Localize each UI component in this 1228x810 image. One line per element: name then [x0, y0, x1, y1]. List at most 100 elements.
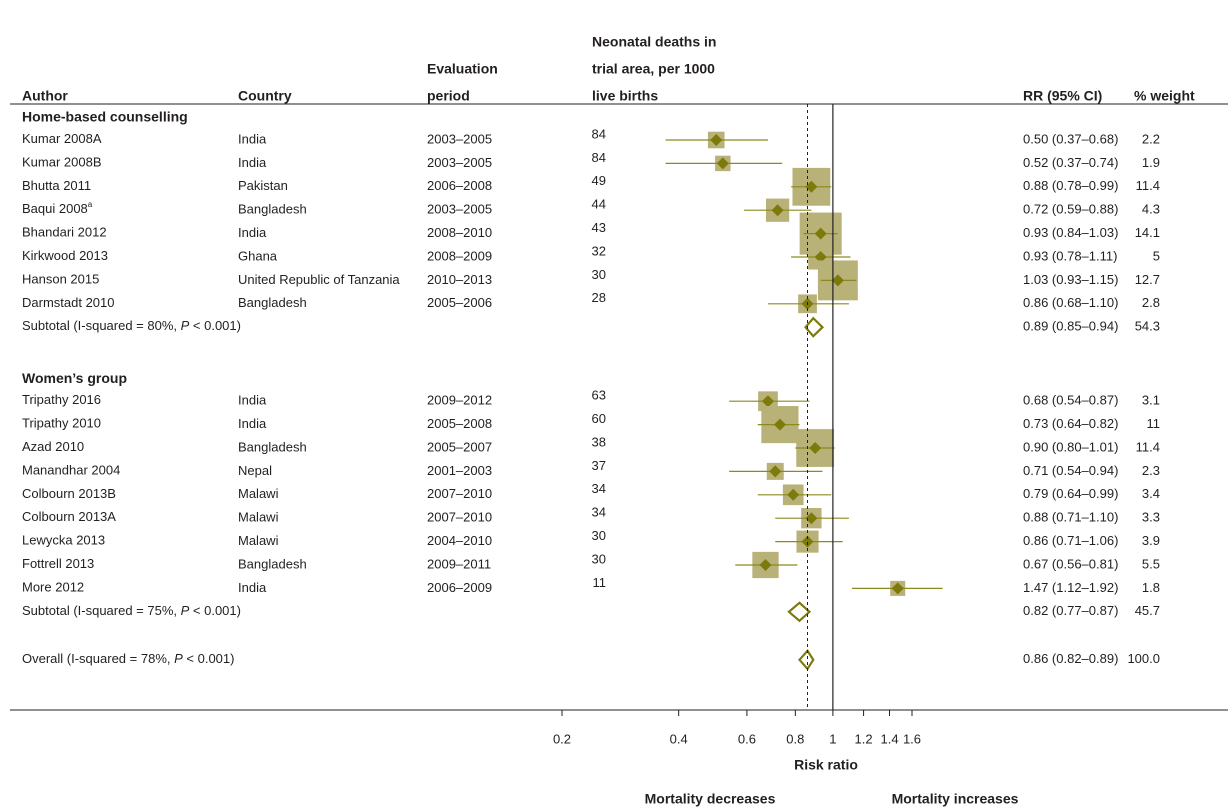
summary-label-part: P [181, 603, 190, 618]
summary-label: Subtotal (I-squared = 75%, P < 0.001) [22, 603, 241, 618]
period: 2005–2006 [427, 295, 492, 310]
author: Tripathy 2016 [22, 393, 101, 408]
x-tick-label: 1 [829, 731, 836, 746]
ci-label: 0.82 (0.77–0.87) [1023, 603, 1118, 618]
point-estimate [891, 582, 904, 595]
author: Kirkwood 2013 [22, 248, 108, 263]
period: 2006–2008 [427, 178, 492, 193]
point-estimate [809, 442, 822, 454]
author-name: Fottrell 2013 [22, 556, 94, 571]
summary-label-part: P [181, 319, 190, 334]
weight-label: 3.3 [1142, 510, 1160, 525]
country: India [238, 393, 267, 408]
point-estimate [759, 559, 772, 571]
period: 2008–2010 [427, 225, 492, 240]
author: Bhandari 2012 [22, 225, 107, 240]
author-name: Bhutta 2011 [22, 178, 91, 193]
author-name: Bhandari 2012 [22, 225, 107, 240]
author-name: Lewycka 2013 [22, 533, 105, 548]
deaths: 30 [592, 551, 606, 566]
ci-label: 0.50 (0.37–0.68) [1023, 131, 1118, 146]
point-estimate [814, 227, 827, 240]
summary-label-part: < 0.001) [189, 603, 241, 618]
deaths: 60 [592, 411, 606, 426]
weight-label: 11 [1147, 416, 1161, 431]
deaths: 34 [592, 505, 606, 520]
deaths: 30 [592, 267, 606, 282]
country: Bangladesh [238, 202, 307, 217]
column-header: trial area, per 1000 [592, 61, 715, 77]
ci-label: 0.86 (0.71–1.06) [1023, 533, 1118, 548]
weight-label: 14.1 [1135, 225, 1160, 240]
author: Baqui 2008a [22, 200, 93, 216]
group-title: Home-based counselling [22, 109, 188, 125]
country: United Republic of Tanzania [238, 272, 400, 287]
country: Malawi [238, 533, 279, 548]
author-name: More 2012 [22, 580, 84, 595]
point-estimate [761, 395, 774, 408]
country: Malawi [238, 510, 279, 525]
column-header: period [427, 88, 470, 104]
column-header: Author [22, 88, 68, 104]
ci-label: 0.79 (0.64–0.99) [1023, 486, 1118, 501]
author-name: Hanson 2015 [22, 272, 99, 287]
country: Nepal [238, 463, 272, 478]
point-estimate [814, 251, 827, 263]
country: India [238, 131, 267, 146]
weight-label: 3.4 [1142, 486, 1160, 501]
deaths: 32 [592, 243, 606, 258]
weight-label: 54.3 [1135, 319, 1160, 334]
author: Darmstadt 2010 [22, 295, 115, 310]
summary-label-part: Subtotal (I-squared = 80%, [22, 319, 181, 334]
annotation: Mortality decreases [645, 791, 776, 807]
author: Hanson 2015 [22, 272, 99, 287]
ci-label: 0.68 (0.54–0.87) [1023, 393, 1118, 408]
author-name: Azad 2010 [22, 439, 84, 454]
author: Kumar 2008A [22, 131, 102, 146]
period: 2001–2003 [427, 463, 492, 478]
column-header: Neonatal deaths in [592, 34, 716, 50]
weight-label: 4.3 [1142, 202, 1160, 217]
author: Fottrell 2013 [22, 556, 94, 571]
country: India [238, 416, 267, 431]
column-header: Country [238, 88, 292, 104]
author-name: Tripathy 2010 [22, 416, 101, 431]
deaths: 63 [592, 388, 606, 403]
ci-label: 0.86 (0.82–0.89) [1023, 651, 1118, 666]
author: Tripathy 2010 [22, 416, 101, 431]
ci-label: 0.88 (0.71–1.10) [1023, 510, 1118, 525]
ci-label: 0.93 (0.78–1.11) [1023, 248, 1117, 263]
summary-label: Subtotal (I-squared = 80%, P < 0.001) [22, 319, 241, 334]
weight-label: 2.3 [1142, 463, 1160, 478]
x-tick-label: 1.4 [880, 731, 898, 746]
x-tick-label: 0.2 [553, 731, 571, 746]
country: Bangladesh [238, 556, 307, 571]
column-header: Evaluation [427, 61, 498, 77]
weight-label: 5 [1153, 248, 1160, 263]
weight-label: 11.4 [1136, 178, 1160, 193]
author-name: Colbourn 2013A [22, 510, 116, 525]
author: Kumar 2008B [22, 155, 102, 170]
author-name: Darmstadt 2010 [22, 295, 115, 310]
weight-label: 1.8 [1142, 580, 1160, 595]
author: Lewycka 2013 [22, 533, 105, 548]
deaths: 38 [592, 434, 606, 449]
author: More 2012 [22, 580, 84, 595]
country: India [238, 155, 267, 170]
period: 2003–2005 [427, 131, 492, 146]
weight-label: 1.9 [1142, 155, 1160, 170]
weight-label: 100.0 [1127, 651, 1160, 666]
point-estimate [716, 157, 729, 170]
weight-label: 5.5 [1142, 556, 1160, 571]
point-estimate [771, 204, 784, 217]
weight-label: 12.7 [1135, 272, 1160, 287]
period: 2005–2007 [427, 439, 492, 454]
author: Bhutta 2011 [22, 178, 91, 193]
ci-label: 1.47 (1.12–1.92) [1023, 580, 1118, 595]
point-estimate [801, 535, 814, 548]
author: Manandhar 2004 [22, 463, 120, 478]
country: Bangladesh [238, 439, 307, 454]
country: India [238, 580, 267, 595]
period: 2009–2012 [427, 393, 492, 408]
